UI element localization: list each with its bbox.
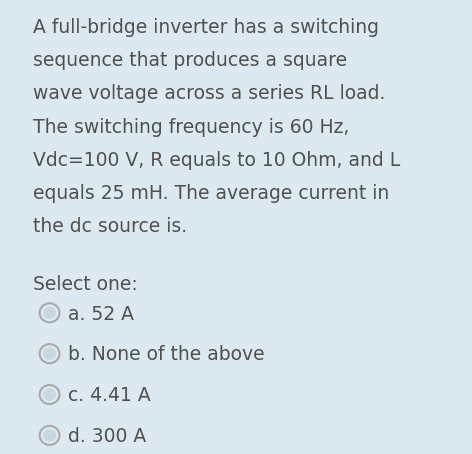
Circle shape xyxy=(40,303,59,322)
Circle shape xyxy=(40,426,59,445)
Text: Select one:: Select one: xyxy=(33,275,138,294)
Circle shape xyxy=(40,385,59,404)
Text: A full-bridge inverter has a switching: A full-bridge inverter has a switching xyxy=(33,18,379,37)
Text: wave voltage across a series RL load.: wave voltage across a series RL load. xyxy=(33,84,386,104)
Circle shape xyxy=(40,344,59,363)
Text: a. 52 A: a. 52 A xyxy=(68,305,135,324)
Text: The switching frequency is 60 Hz,: The switching frequency is 60 Hz, xyxy=(33,118,349,137)
Circle shape xyxy=(43,306,56,319)
Text: c. 4.41 A: c. 4.41 A xyxy=(68,386,151,405)
Text: d. 300 A: d. 300 A xyxy=(68,427,147,446)
Circle shape xyxy=(43,429,56,442)
Text: b. None of the above: b. None of the above xyxy=(68,345,265,365)
Text: Vdc=100 V, R equals to 10 Ohm, and L: Vdc=100 V, R equals to 10 Ohm, and L xyxy=(33,151,400,170)
Circle shape xyxy=(43,388,56,401)
Text: the dc source is.: the dc source is. xyxy=(33,217,187,236)
Text: equals 25 mH. The average current in: equals 25 mH. The average current in xyxy=(33,184,389,203)
Circle shape xyxy=(43,347,56,360)
Text: sequence that produces a square: sequence that produces a square xyxy=(33,51,347,70)
